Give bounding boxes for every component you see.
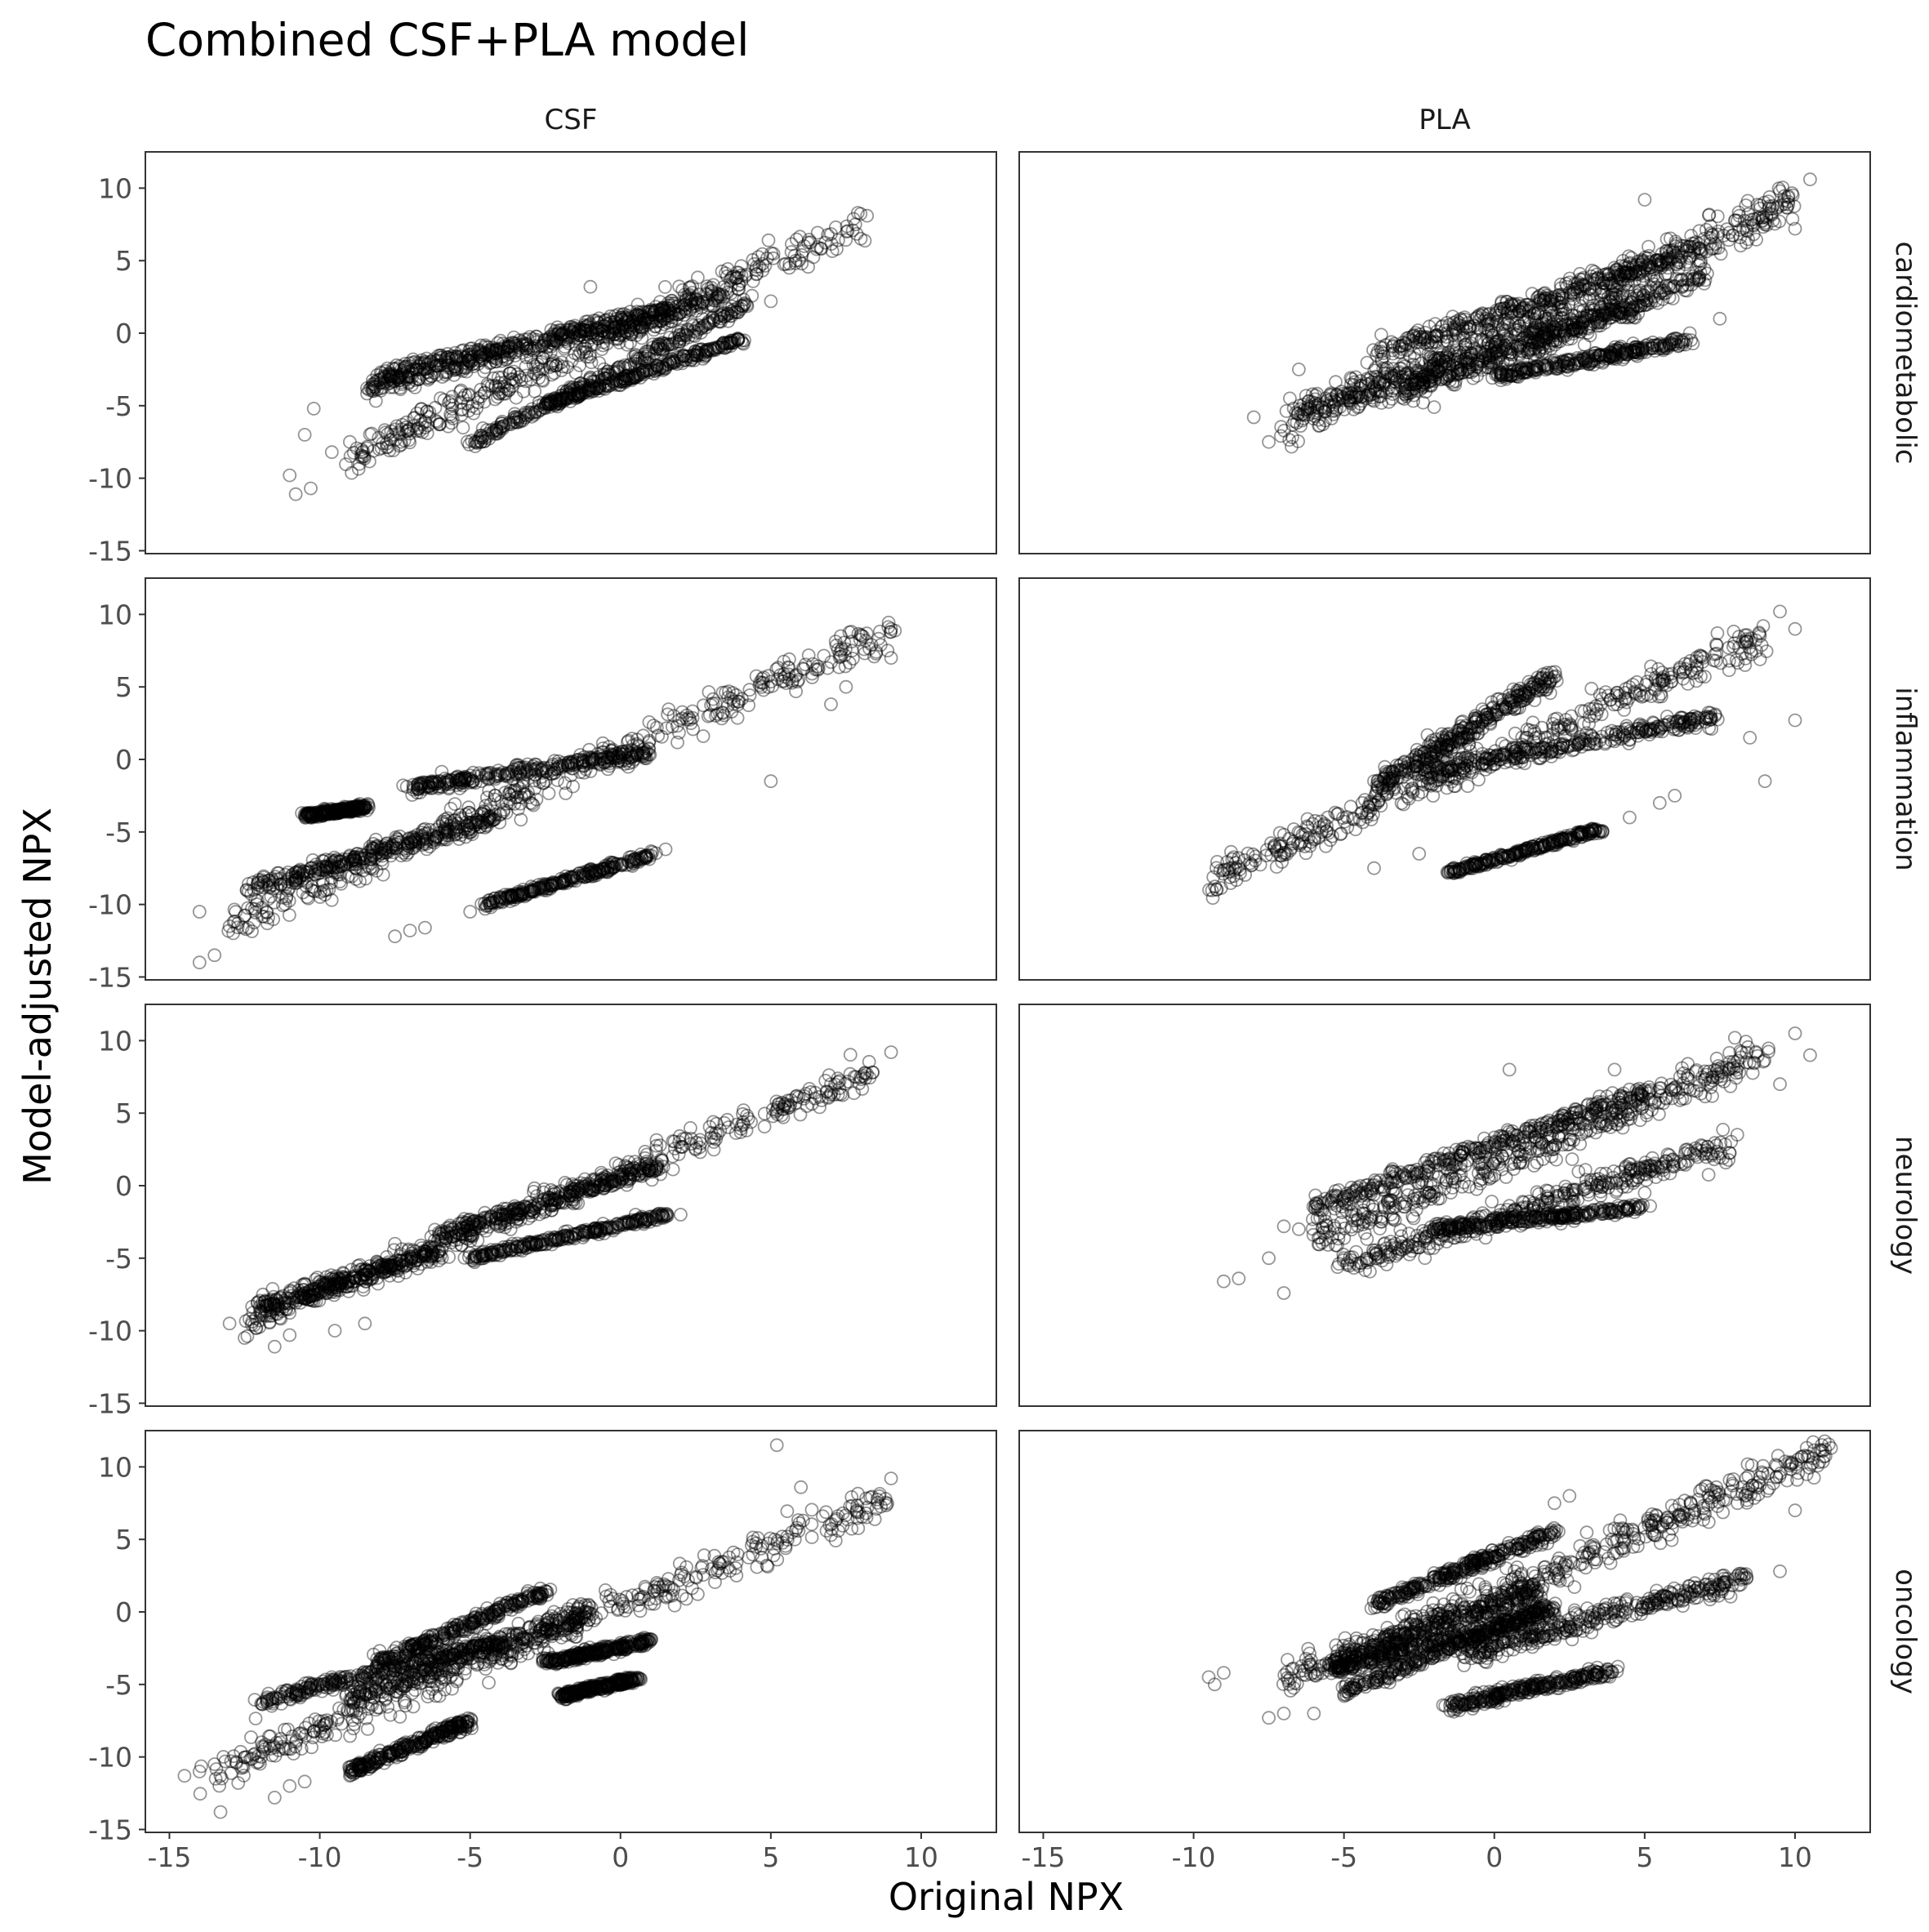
y-tick-label: 10 xyxy=(98,172,132,204)
data-point xyxy=(1375,328,1388,341)
data-point xyxy=(659,281,671,293)
y-tick-label: 0 xyxy=(115,318,132,349)
panel-points xyxy=(1248,173,1816,452)
outlier-point xyxy=(308,403,320,415)
y-tick-label: -15 xyxy=(88,535,132,567)
y-axis-title: Model-adjusted NPX xyxy=(16,808,60,1185)
outlier-point xyxy=(1579,339,1591,351)
outlier-point xyxy=(305,483,317,495)
row-strip-label: inflammation xyxy=(1889,687,1922,870)
outlier-point xyxy=(299,429,311,441)
outlier-point xyxy=(1248,412,1260,424)
outlier-point xyxy=(1713,313,1726,325)
outlier-point xyxy=(1293,363,1305,376)
outlier-point xyxy=(326,446,338,458)
row-strip-label: oncology xyxy=(1889,1569,1922,1694)
data-point xyxy=(697,730,710,742)
column-strip-label: CSF xyxy=(545,104,598,136)
outlier-point xyxy=(1263,436,1275,448)
panel-csf-cardiometabolic: -15 -10 -5 0 5 10 xyxy=(88,152,996,567)
outlier-point xyxy=(283,470,296,482)
row-strip-label: neurology xyxy=(1889,1136,1922,1275)
outlier-point xyxy=(584,281,596,293)
data-point xyxy=(702,686,715,698)
data-point xyxy=(567,781,579,793)
panel-points xyxy=(283,207,873,501)
outlier-point xyxy=(290,488,302,501)
outlier-point xyxy=(344,436,356,448)
data-point xyxy=(826,245,839,257)
outlier-point xyxy=(764,295,777,307)
outlier-point xyxy=(1804,173,1816,185)
y-tick-label: 5 xyxy=(115,245,132,277)
panel-points xyxy=(194,617,902,968)
panel-grid: CSF PLA cardiometabolic inflammation neurolo… xyxy=(88,104,1922,1873)
data-point xyxy=(763,234,775,247)
chart-title: Combined CSF+PLA model xyxy=(145,14,749,66)
row-strip-label: cardiometabolic xyxy=(1889,242,1922,465)
outlier-point xyxy=(1638,194,1651,206)
panel-border xyxy=(145,152,996,554)
data-point xyxy=(457,421,470,434)
outlier-point xyxy=(1428,401,1441,413)
y-tick-label: -5 xyxy=(105,390,132,422)
column-strip-label: PLA xyxy=(1419,104,1470,136)
panel-pla-cardiometabolic xyxy=(1019,152,1870,554)
x-axis-title: Original NPX xyxy=(889,1875,1124,1919)
y-tick-label: -10 xyxy=(88,463,132,495)
